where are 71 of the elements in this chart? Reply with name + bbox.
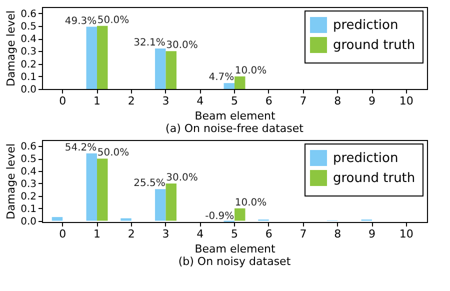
- data-label: -0.9%: [205, 210, 234, 222]
- y-tick-label: 0.5: [20, 154, 36, 166]
- x-tick-label: 2: [128, 94, 135, 108]
- data-label: 32.1%: [134, 38, 166, 49]
- x-tick-label: 7: [300, 94, 307, 108]
- y-tick-label: 0.4: [20, 34, 36, 46]
- bar: [97, 158, 108, 221]
- legend-label: ground truth: [333, 171, 416, 186]
- text: (b) On noisy dataset: [178, 255, 292, 268]
- legend-label: prediction: [333, 151, 398, 166]
- x-tick-label: 5: [231, 94, 238, 108]
- bar: [52, 217, 63, 221]
- y-tick-label: 0.4: [20, 166, 36, 178]
- bar: [155, 48, 166, 89]
- x-tick-label: 6: [265, 94, 272, 108]
- y-axis-title: Damage level: [4, 10, 18, 87]
- y-axis-title: Damage level: [4, 143, 18, 220]
- x-tick-label: 4: [196, 94, 204, 108]
- data-label: 54.2%: [64, 142, 97, 154]
- y-tick-label: 0.2: [20, 59, 36, 70]
- y-tick-label: 0.2: [20, 191, 36, 202]
- bar: [224, 83, 234, 89]
- x-tick-label: 2: [128, 228, 135, 240]
- x-tick-label: 4: [196, 228, 204, 240]
- x-tick-label: 8: [334, 228, 342, 240]
- data-label: 50.0%: [97, 148, 130, 159]
- y-tick-label: 0.1: [20, 204, 36, 215]
- data-label: 10.0%: [234, 197, 267, 208]
- x-tick-label: 10: [399, 228, 414, 240]
- y-tick-label: 0.0: [20, 84, 36, 96]
- y-tick-label: 0.0: [20, 216, 36, 228]
- data-label: 50.0%: [97, 14, 130, 26]
- y-tick-label: 0.6: [20, 8, 36, 20]
- y-tick-label: 0.3: [20, 46, 36, 58]
- bar: [166, 51, 176, 89]
- x-tick-label: 5: [231, 228, 238, 240]
- bar: [234, 208, 246, 221]
- y-tick-label: 0.6: [20, 142, 36, 153]
- x-tick-label: 3: [162, 94, 170, 108]
- x-tick-label: 3: [162, 228, 170, 240]
- data-label: 4.7%: [208, 72, 234, 84]
- bar: [166, 183, 176, 221]
- bar: [234, 76, 246, 89]
- x-axis-title: Beam element: [194, 242, 276, 256]
- data-label: 30.0%: [166, 172, 198, 184]
- legend-label: ground truth: [333, 38, 416, 53]
- x-axis-title: Beam element: [194, 110, 276, 122]
- data-label: 49.3%: [64, 16, 97, 27]
- y-tick-label: 0.3: [20, 178, 36, 190]
- y-tick-label: 0.1: [20, 72, 36, 83]
- x-tick-label: 10: [399, 94, 414, 108]
- data-label: 10.0%: [234, 65, 267, 76]
- x-tick-label: 1: [94, 228, 100, 240]
- data-label: 25.5%: [134, 178, 166, 190]
- x-tick-label: 9: [368, 228, 376, 240]
- x-tick-label: 9: [368, 94, 376, 108]
- x-tick-label: 8: [334, 94, 342, 108]
- x-tick-label: 6: [265, 228, 272, 240]
- x-tick-label: 7: [300, 228, 307, 240]
- y-tick-label: 0.5: [20, 21, 36, 32]
- bar: [86, 153, 97, 221]
- text: (a) On noise-free dataset: [166, 122, 304, 135]
- x-tick-label: 1: [94, 94, 100, 108]
- x-tick-label: 0: [59, 228, 66, 240]
- legend-label: prediction: [333, 18, 398, 33]
- bar: [155, 189, 166, 221]
- data-label: 30.0%: [166, 40, 198, 52]
- bar: [86, 26, 97, 89]
- bar: [97, 26, 108, 89]
- x-tick-label: 0: [59, 94, 66, 108]
- bar: [120, 218, 132, 221]
